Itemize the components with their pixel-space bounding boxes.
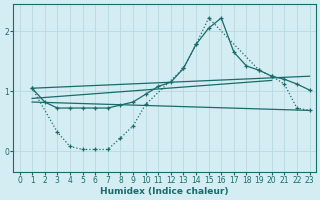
X-axis label: Humidex (Indice chaleur): Humidex (Indice chaleur) <box>100 187 229 196</box>
